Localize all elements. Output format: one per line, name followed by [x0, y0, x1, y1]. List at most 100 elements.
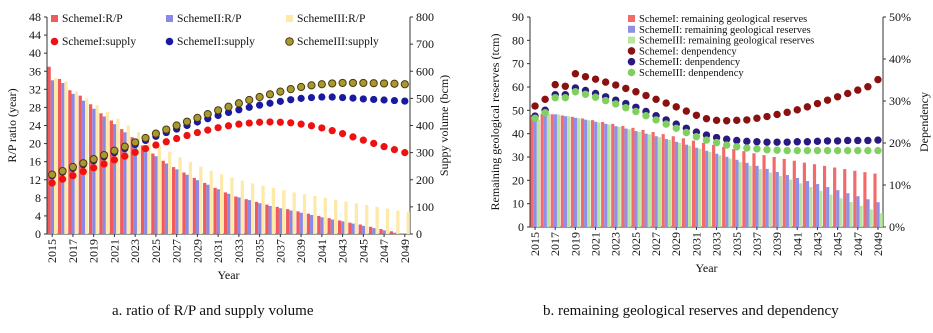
- panel-b-bar-3: [738, 162, 742, 227]
- panel-a-bar-3: [126, 125, 130, 234]
- panel-a-bar-3: [219, 174, 224, 234]
- panel-a-bar-3: [209, 170, 213, 234]
- panel-a-bar-1: [213, 187, 217, 234]
- panel-a-point-1: [79, 168, 87, 176]
- panel-b-left-tick-label: 90: [512, 10, 524, 24]
- panel-a-point-3: [99, 150, 109, 160]
- panel-a-point-2: [235, 106, 243, 114]
- panel-b-bar-2: [664, 139, 668, 227]
- panel-b-x-axis-label: Year: [695, 261, 717, 275]
- panel-b-point-3: [571, 88, 580, 96]
- panel-a-point-2: [256, 101, 264, 109]
- panel-a-left-tick-label: 48: [29, 10, 41, 24]
- panel-a-bar-1: [130, 137, 134, 234]
- panel-b-point-1: [561, 82, 569, 91]
- panel-b-point-3: [642, 112, 650, 120]
- panel-a-bar-3: [396, 210, 400, 234]
- panel-b-bar-1: [591, 120, 595, 227]
- panel-a-point-3: [151, 129, 160, 138]
- panel-b-point-3: [833, 146, 842, 155]
- panel-b-x-tick-label: 2023: [609, 232, 623, 256]
- panel-a-bar-1: [369, 226, 373, 234]
- panel-b-left-tick-label: 50: [512, 103, 524, 117]
- panel-b-point-3: [601, 96, 610, 105]
- panel-b-bar-1: [540, 113, 544, 227]
- panel-b-point-1: [662, 99, 670, 107]
- panel-b-point-1: [632, 88, 640, 96]
- panel-a-bar-2: [330, 219, 335, 234]
- panel-a-bar-3: [365, 205, 369, 234]
- panel-b-bar-1: [822, 165, 827, 227]
- panel-a-bar-2: [112, 124, 117, 234]
- panel-a-point-3: [141, 133, 150, 143]
- panel-a-point-3: [276, 87, 285, 96]
- panel-b-point-1: [874, 75, 882, 84]
- panel-b-bar-3: [688, 145, 692, 227]
- panel-b-point-3: [662, 120, 670, 128]
- panel-a-x-tick-label: 2047: [377, 239, 391, 263]
- panel-a-bar-2: [278, 208, 283, 234]
- panel-b-point-3: [803, 146, 812, 155]
- panel-b-bar-1: [701, 142, 706, 227]
- panel-a-bar-1: [68, 90, 72, 234]
- panel-b-bar-1: [681, 138, 685, 227]
- panel-a-legend-label: SchemeI:R/P: [62, 13, 123, 25]
- panel-b-bar-3: [587, 120, 591, 227]
- panel-a-bar-2: [206, 184, 210, 234]
- panel-a-legend-marker: [285, 37, 294, 46]
- panel-b-point-3: [743, 144, 751, 152]
- panel-b-bar-3: [627, 129, 631, 227]
- panel-a-bar-2: [227, 193, 231, 234]
- panel-b-bar-3: [728, 158, 732, 227]
- panel-b-x-tick-label: 2043: [810, 232, 824, 256]
- panel-a-bar-3: [188, 162, 193, 234]
- panel-b-bar-1: [560, 115, 564, 227]
- panel-a-right-tick-label: 700: [416, 37, 434, 51]
- panel-b-bar-1: [712, 144, 716, 227]
- panel-a-point-1: [204, 126, 212, 134]
- panel-a-point-3: [203, 110, 212, 119]
- panel-b-point-1: [551, 80, 559, 89]
- panel-a-point-1: [193, 128, 201, 137]
- panel-b-point-3: [712, 138, 721, 147]
- panel-a-bar-3: [54, 78, 58, 234]
- panel-a-point-2: [338, 93, 347, 102]
- panel-b-point-2: [743, 137, 751, 146]
- panel-a-right-tick-label: 400: [416, 119, 434, 133]
- panel-a-right-tick-label: 300: [416, 146, 434, 160]
- panel-a-bar-3: [85, 98, 89, 234]
- panel-b-bar-3: [809, 187, 813, 227]
- panel-b-legend-label: SchemeII: denpendency: [639, 57, 741, 68]
- panel-a-point-1: [245, 119, 253, 127]
- panel-b-point-1: [833, 93, 842, 101]
- panel-a-legend-label: SchemeII:supply: [177, 36, 255, 48]
- panel-a-bar-1: [151, 153, 155, 234]
- panel-a-point-2: [245, 103, 253, 111]
- panel-a-bar-2: [361, 225, 366, 234]
- panel-a-x-tick-label: 2015: [45, 239, 59, 263]
- panel-b-point-3: [541, 109, 549, 117]
- panel-b-bar-1: [671, 136, 675, 227]
- panel-a-point-3: [328, 79, 337, 88]
- panel-b-bar-1: [752, 153, 756, 227]
- panel-a-point-2: [266, 99, 274, 107]
- panel-b-left-tick-label: 10: [512, 197, 524, 211]
- panel-b-point-1: [722, 117, 731, 125]
- panel-a-bar-1: [379, 229, 383, 234]
- panel-a-bar-3: [178, 157, 182, 234]
- panel-b-bar-3: [546, 113, 551, 227]
- panel-a-point-3: [182, 117, 192, 126]
- panel-b-bar-2: [785, 174, 789, 227]
- panel-b-bar-2: [604, 123, 608, 227]
- panel-b-point-1: [773, 110, 781, 119]
- panel-a-x-tick-label: 2039: [294, 239, 308, 263]
- panel-a-point-1: [307, 122, 316, 130]
- panel-a-bar-1: [389, 231, 394, 234]
- panel-b-bar-2: [594, 121, 598, 227]
- panel-a-point-3: [379, 79, 389, 88]
- panel-a-right-tick-label: 100: [416, 200, 434, 214]
- panel-a-left-tick-label: 12: [29, 173, 41, 187]
- panel-a-bar-1: [337, 220, 342, 234]
- panel-a-bar-1: [296, 211, 300, 234]
- panel-a-bar-1: [358, 224, 362, 234]
